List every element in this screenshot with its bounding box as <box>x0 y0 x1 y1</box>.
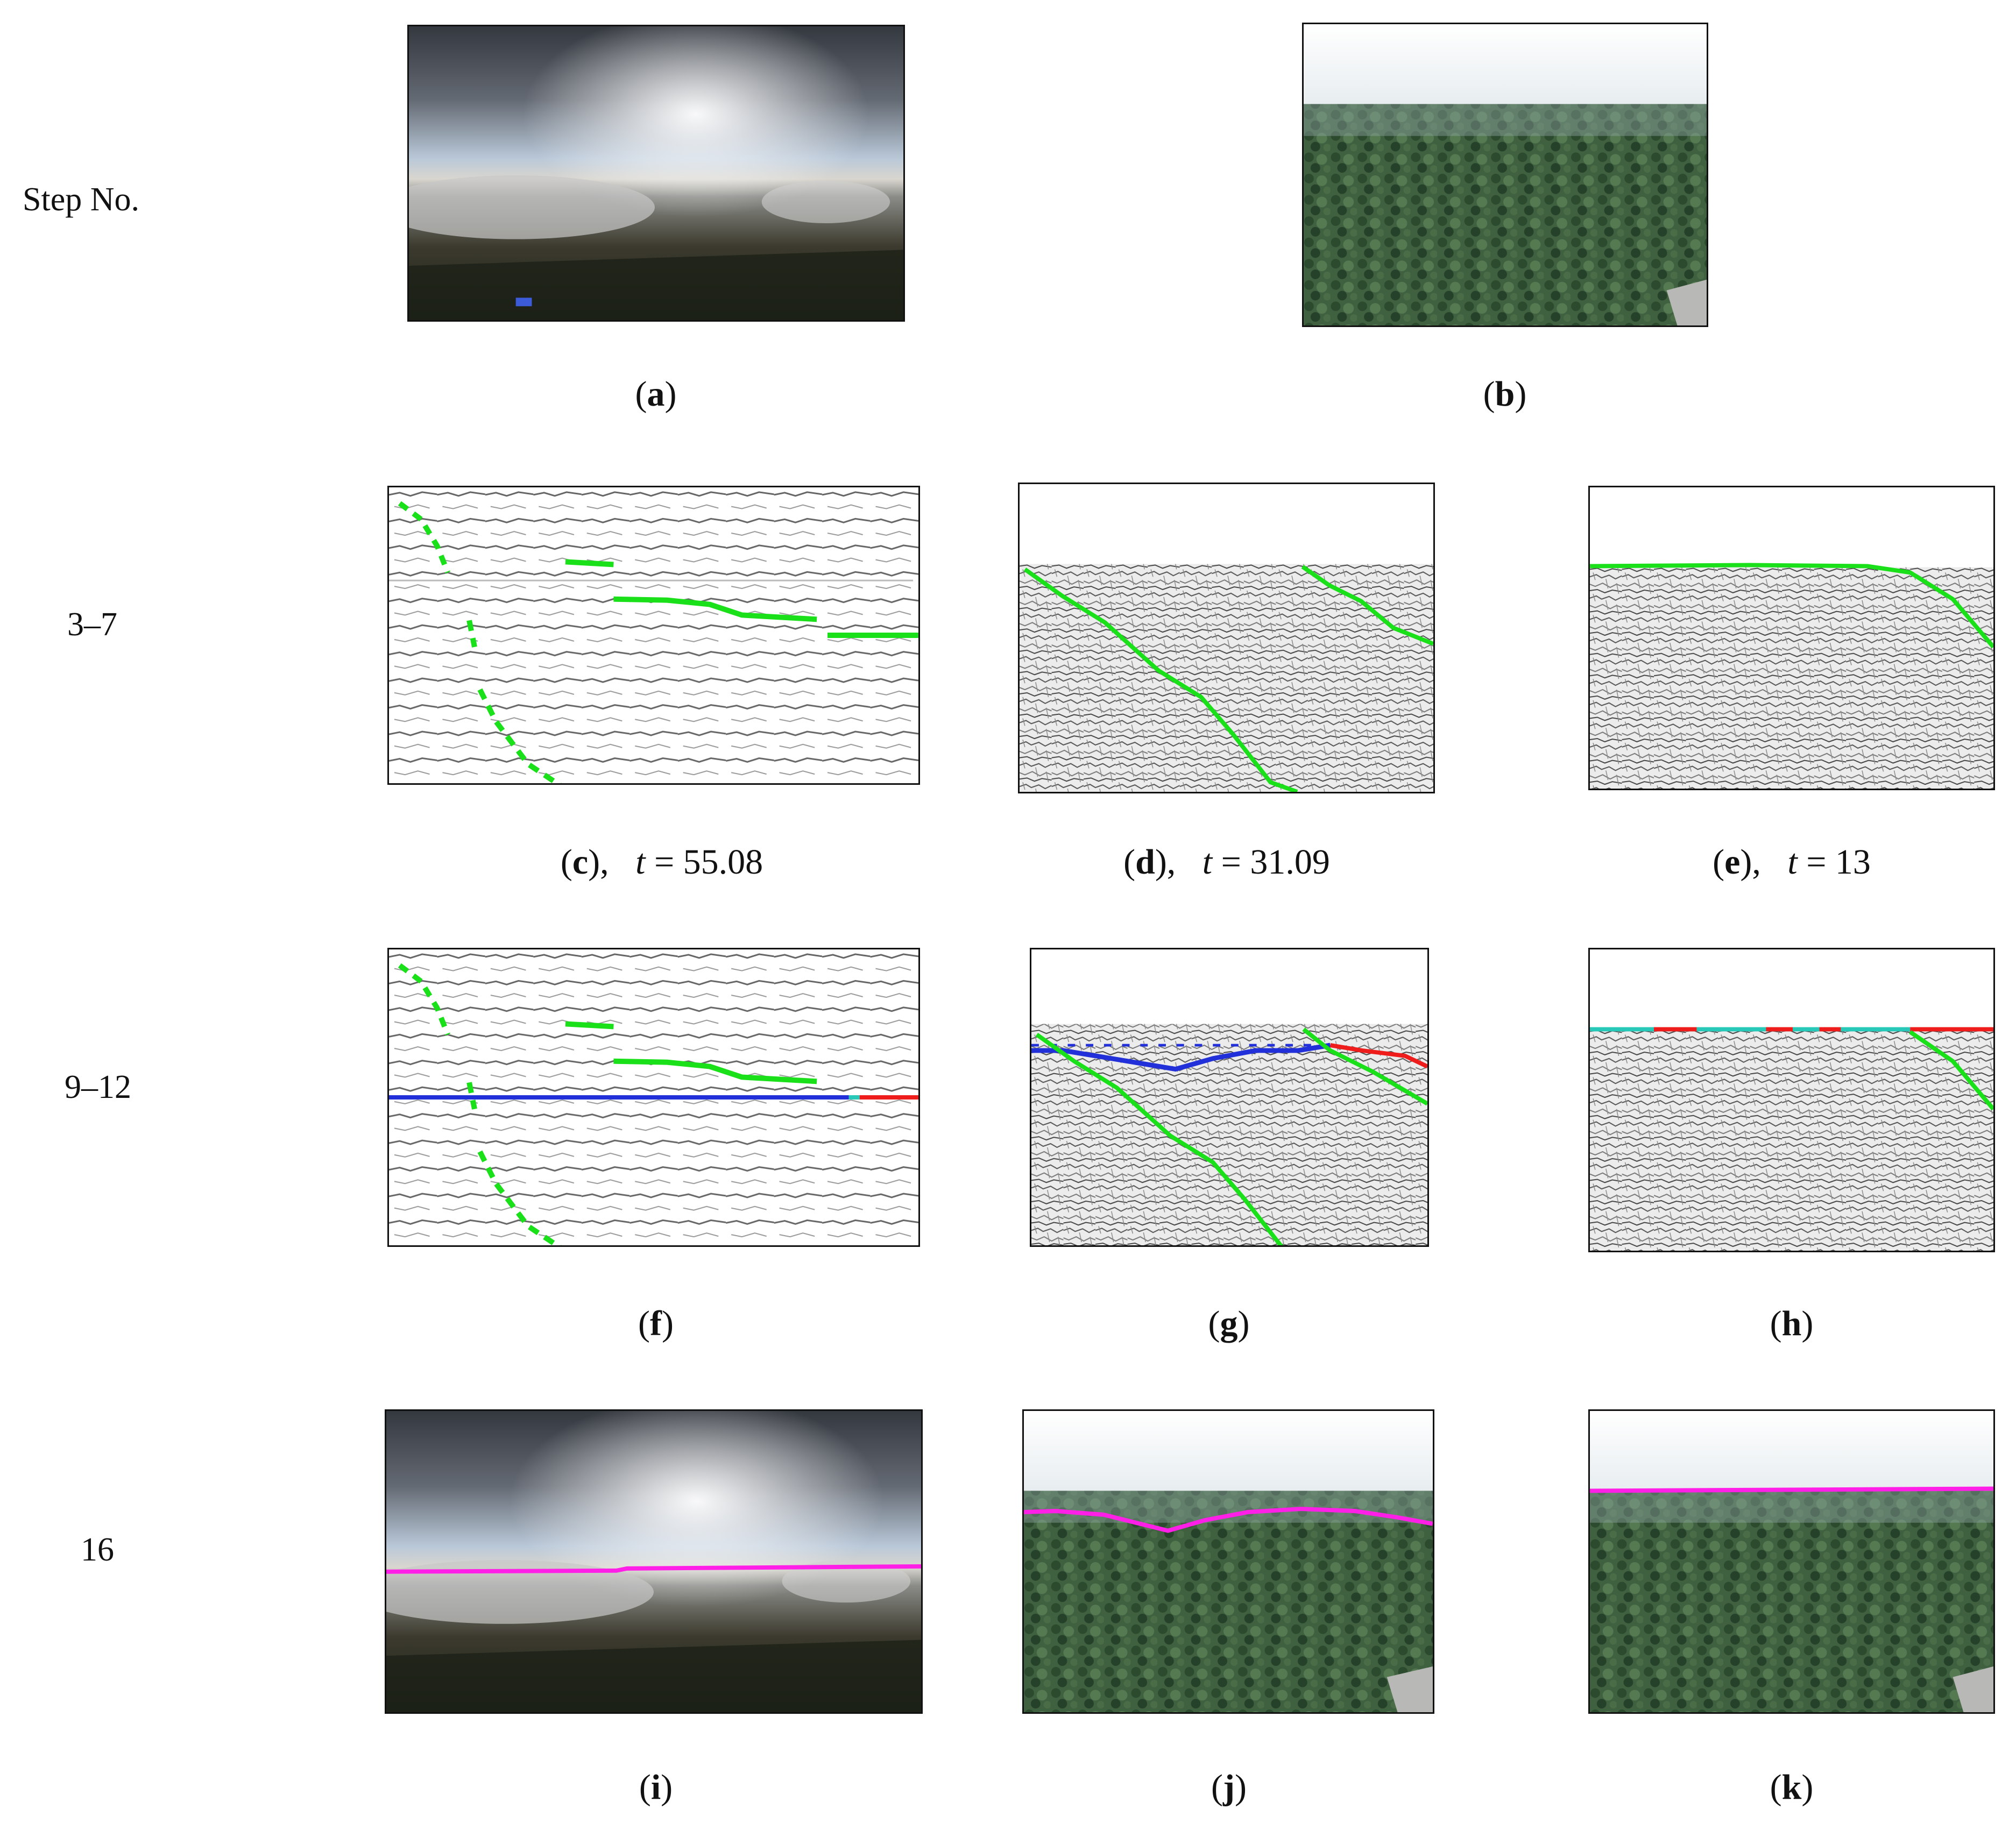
panel-a-fire-photo <box>407 25 905 322</box>
panel-c-edge-map <box>387 486 920 785</box>
panel-g-edge-map <box>1030 948 1429 1247</box>
row-label-3-7: 3–7 <box>67 606 117 643</box>
panel-b-forest-photo <box>1302 23 1708 327</box>
panel-d-edge-map <box>1018 483 1435 793</box>
caption-a: (a) <box>635 374 677 414</box>
panel-h-edge-map <box>1588 948 1995 1252</box>
caption-i: (i) <box>639 1768 673 1807</box>
row-label-9-12: 9–12 <box>65 1069 131 1105</box>
panel-i-fire-photo-horizon <box>385 1409 923 1714</box>
panel-j-forest-photo-horizon <box>1022 1409 1434 1714</box>
row-label-step-no: Step No. <box>23 181 139 218</box>
caption-e: (e), t = 13 <box>1713 842 1871 882</box>
caption-k: (k) <box>1770 1768 1814 1807</box>
caption-f: (f) <box>638 1304 674 1343</box>
caption-h: (h) <box>1770 1304 1814 1343</box>
caption-b: (b) <box>1483 374 1527 414</box>
panel-e-edge-map <box>1588 486 1995 790</box>
panel-k-forest-photo-horizon <box>1588 1409 1995 1714</box>
caption-j: (j) <box>1211 1768 1247 1807</box>
row-label-16: 16 <box>81 1531 114 1568</box>
panel-f-edge-map <box>387 948 920 1247</box>
caption-c: (c), t = 55.08 <box>560 842 763 882</box>
caption-d: (d), t = 31.09 <box>1123 842 1330 882</box>
caption-g: (g) <box>1208 1304 1250 1343</box>
